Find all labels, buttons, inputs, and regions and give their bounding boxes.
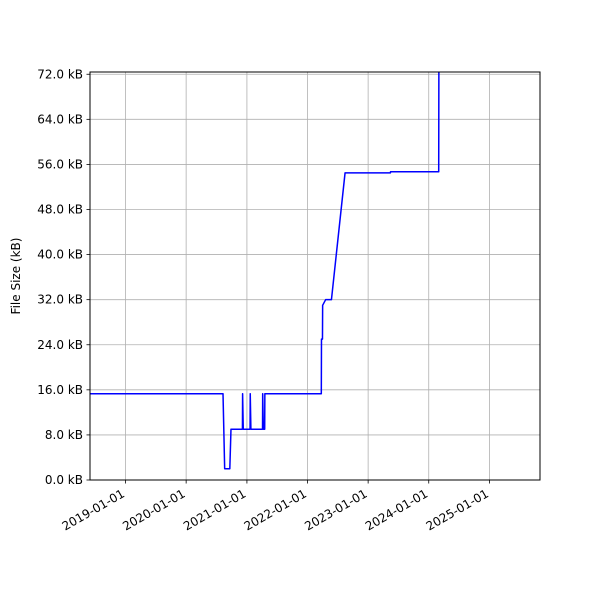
y-tick-label: 0.0 kB [45, 473, 83, 487]
x-tick-label: 2022-01-01 [242, 486, 309, 533]
series-layer [90, 72, 440, 470]
y-axis-label: File Size (kB) [9, 238, 23, 315]
y-tick-label: 8.0 kB [45, 428, 83, 442]
y-tick-label: 40.0 kB [37, 248, 83, 262]
x-tick-label: 2020-01-01 [120, 486, 187, 533]
y-tick-label: 16.0 kB [37, 383, 83, 397]
y-tick-label: 72.0 kB [37, 67, 83, 81]
y-tick-label: 24.0 kB [37, 338, 83, 352]
y-tick-label: 64.0 kB [37, 112, 83, 126]
y-tick-label: 32.0 kB [37, 293, 83, 307]
y-tick-label: 48.0 kB [37, 203, 83, 217]
plot-frame [89, 71, 541, 481]
x-tick-label: 2019-01-01 [60, 486, 127, 533]
tick-layer: 0.0 kB 8.0 kB 16.0 kB 24.0 kB 32.0 kB 40.0 kB… [37, 67, 491, 533]
x-tick-label: 2023-01-01 [302, 486, 369, 533]
y-tick-label: 56.0 kB [37, 157, 83, 171]
series-line-0 [90, 72, 440, 470]
x-tick-label: 2025-01-01 [424, 486, 491, 533]
x-tick-label: 2024-01-01 [363, 486, 430, 533]
grid-layer [90, 72, 540, 481]
x-tick-label: 2021-01-01 [181, 486, 248, 533]
